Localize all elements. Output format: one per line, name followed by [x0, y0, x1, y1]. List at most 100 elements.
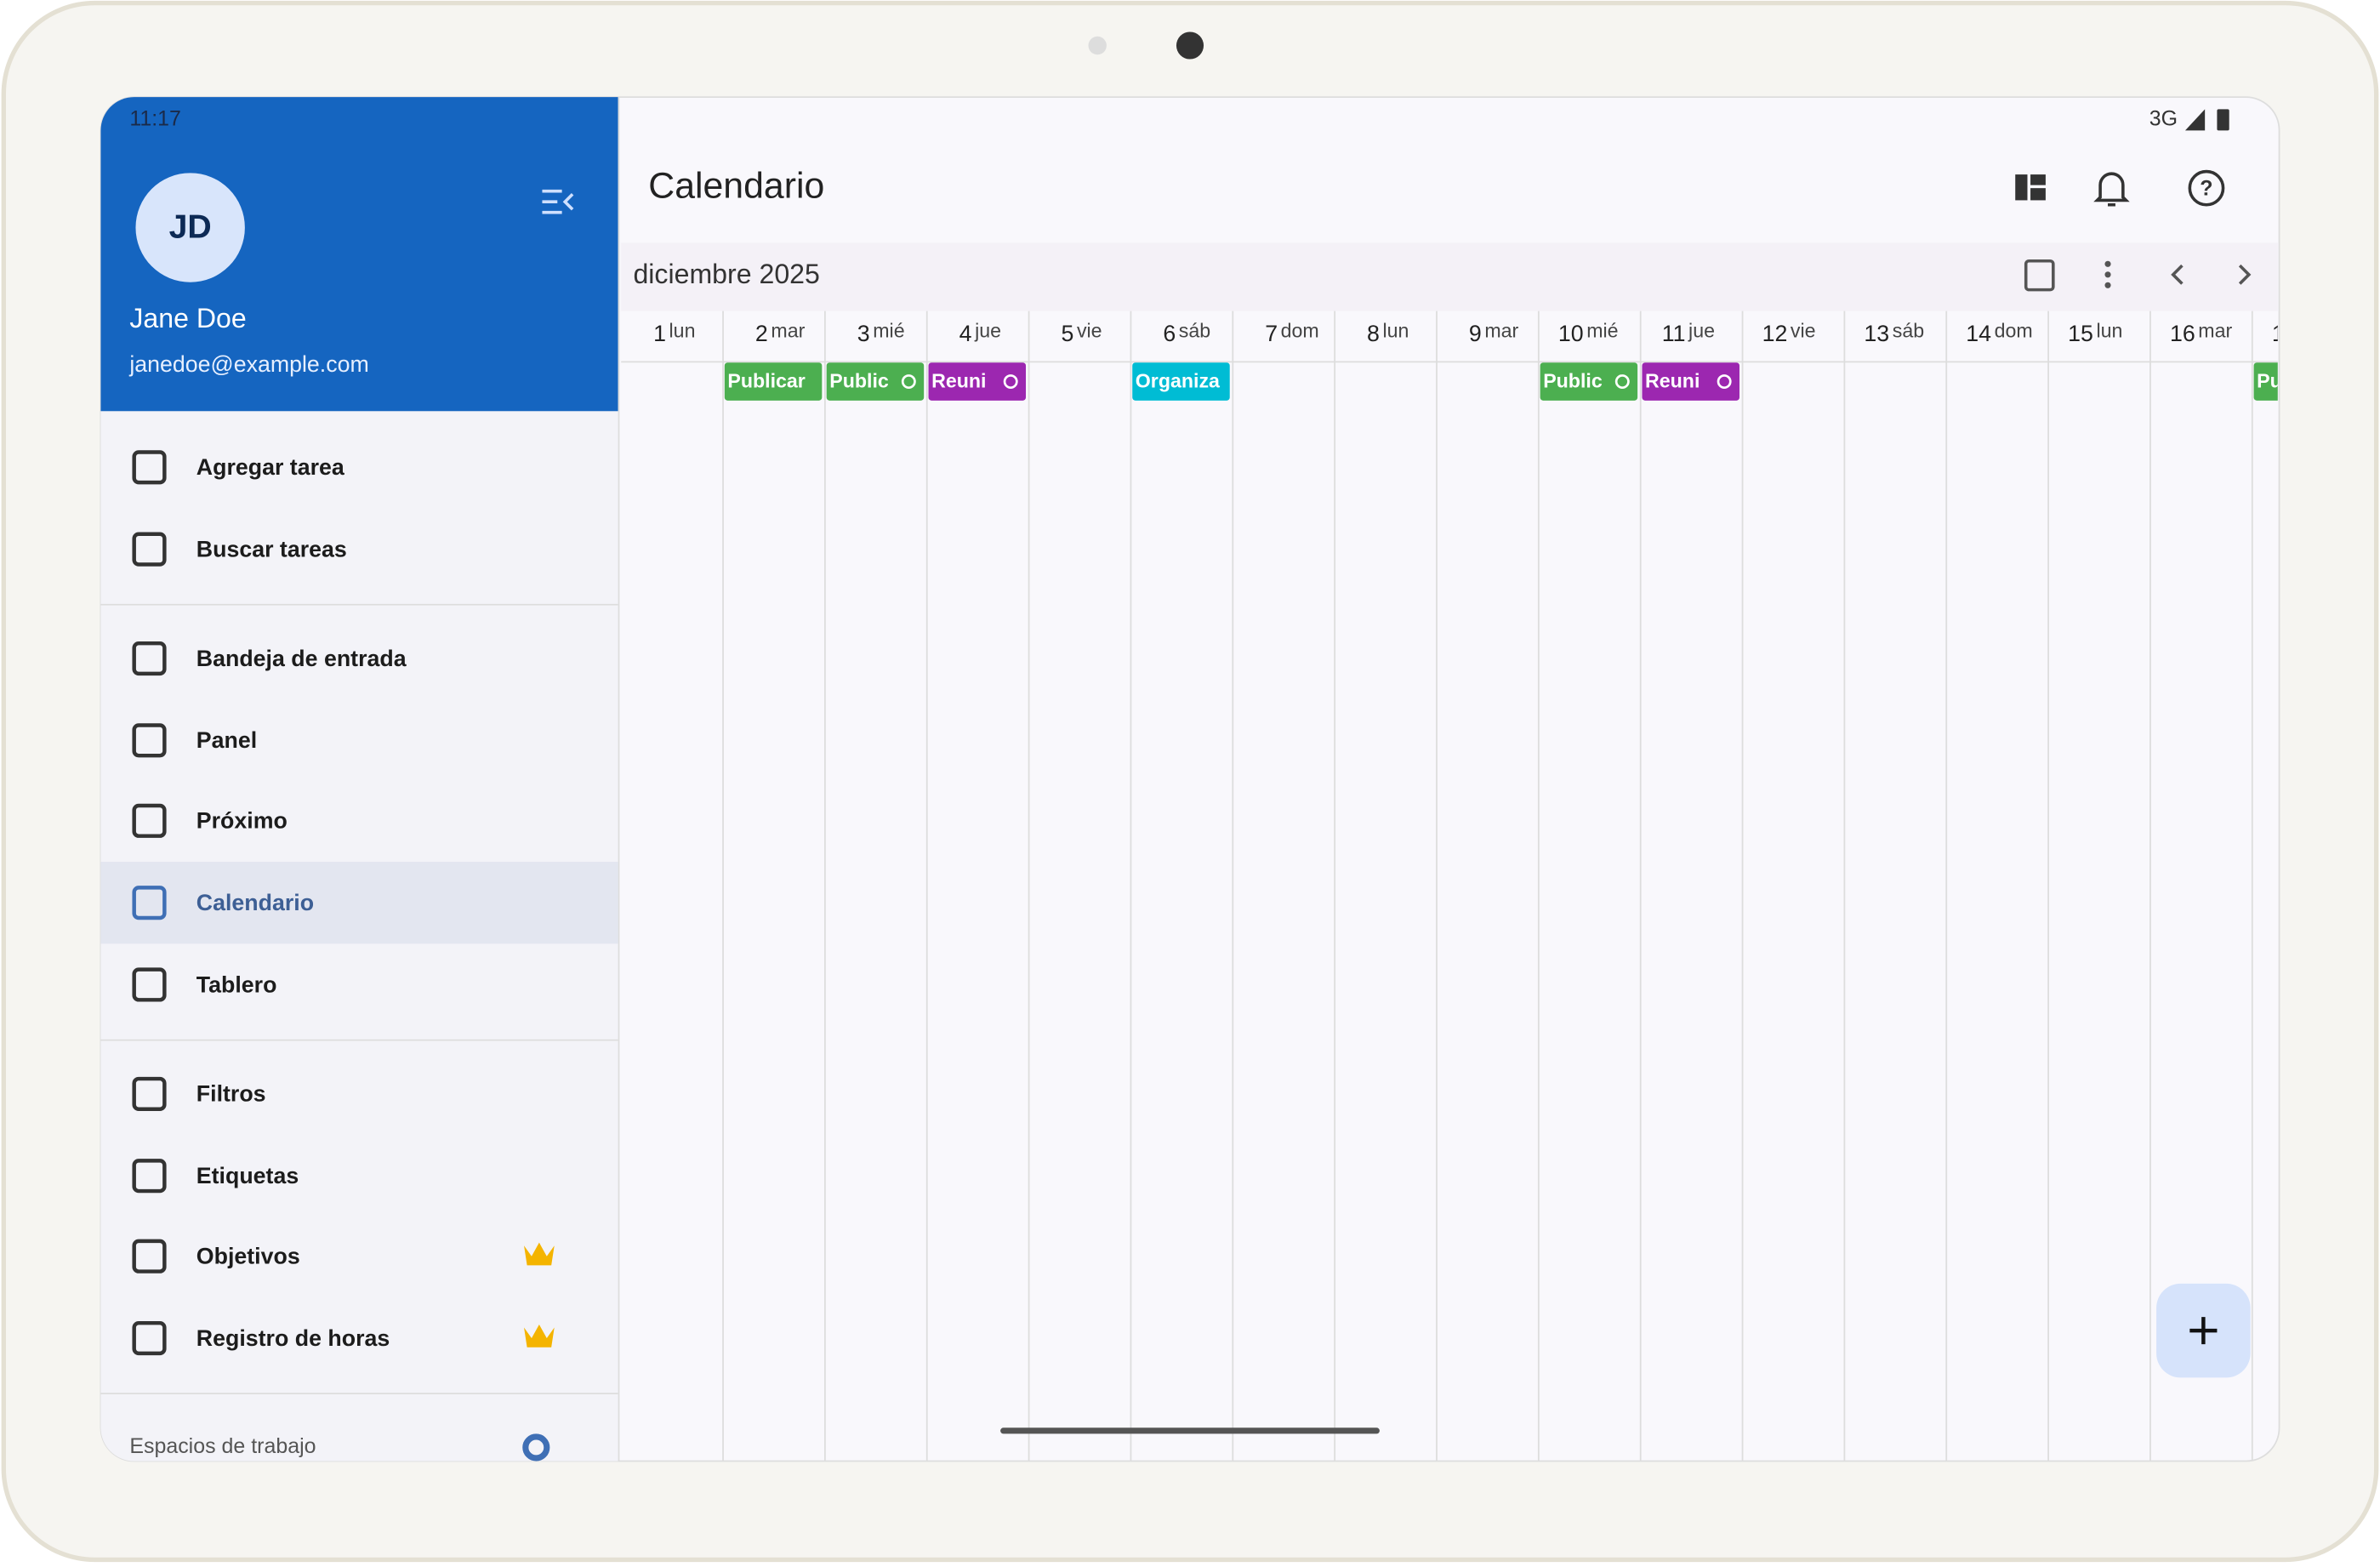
nav-item[interactable]: Bandeja de entrada: [196, 646, 407, 671]
day-weekday: lun: [2096, 320, 2122, 342]
more-icon[interactable]: [2104, 260, 2111, 288]
recurring-icon: [1717, 374, 1732, 390]
nav-icon[interactable]: [132, 1159, 167, 1194]
event-title[interactable]: Organiza: [1136, 370, 1221, 392]
day-number: 14: [1966, 321, 1991, 346]
nav-icon[interactable]: [132, 886, 167, 920]
workspaces-label: Espacios de trabajo: [129, 1434, 316, 1458]
day-number: 11: [1662, 321, 1686, 346]
nav-item[interactable]: Buscar tareas: [196, 536, 347, 561]
nav-item[interactable]: Objetivos: [196, 1244, 300, 1269]
event-title[interactable]: Public: [829, 370, 889, 392]
month-bar: [621, 242, 2278, 311]
nav-icon[interactable]: [132, 1239, 167, 1274]
premium-crown: [524, 1324, 555, 1348]
nav-icon[interactable]: [132, 532, 167, 567]
day-weekday: sáb: [1893, 320, 1924, 342]
prev-button[interactable]: [2171, 264, 2184, 285]
user-email: janedoe@example.com: [128, 351, 368, 377]
day-weekday: dom: [1281, 320, 1319, 342]
event-title[interactable]: Public: [1543, 370, 1603, 392]
today-icon[interactable]: [2024, 259, 2055, 292]
nav-item[interactable]: Tablero: [196, 972, 277, 997]
nav-icon[interactable]: [132, 641, 167, 676]
day-number: 6: [1163, 321, 1176, 346]
layout-icon[interactable]: [2015, 174, 2046, 201]
day-number: 16: [2170, 321, 2195, 346]
day-weekday: vie: [1077, 320, 1102, 342]
day-number: 12: [1762, 321, 1788, 346]
sensor: [1088, 36, 1107, 55]
event-chip[interactable]: [1132, 362, 1230, 401]
settings-icon[interactable]: [522, 1433, 550, 1462]
drawer-header: [100, 97, 618, 412]
day-number: 8: [1367, 321, 1380, 346]
nav-item[interactable]: Próximo: [196, 808, 288, 834]
event-title[interactable]: Reuni: [1645, 370, 1700, 392]
day-weekday: mié: [873, 320, 904, 342]
day-number: 4: [959, 321, 972, 346]
nav-item[interactable]: Registro de horas: [196, 1325, 390, 1351]
nav-icon[interactable]: [132, 803, 167, 838]
avatar-initials: JD: [169, 208, 212, 246]
day-number: 13: [1864, 321, 1889, 346]
day-number: 1: [653, 321, 666, 346]
day-weekday: mar: [2198, 320, 2232, 342]
status-time: 11:17: [129, 106, 181, 130]
event-chip[interactable]: [2253, 362, 2352, 401]
collapse-icon[interactable]: [542, 189, 574, 214]
help-icon[interactable]: [2188, 169, 2225, 207]
day-number: 7: [1265, 321, 1278, 346]
nav-item[interactable]: Etiquetas: [196, 1163, 299, 1188]
nav-icon[interactable]: [132, 1076, 167, 1111]
event-title[interactable]: Publicar: [727, 370, 805, 392]
next-button[interactable]: [2238, 264, 2252, 285]
nav-icon[interactable]: [132, 723, 167, 758]
day-weekday: vie: [1791, 320, 1816, 342]
day-number: 3: [857, 321, 870, 346]
nav-item[interactable]: Calendario: [196, 890, 314, 915]
camera: [1176, 31, 1204, 60]
event-chip[interactable]: [724, 362, 823, 401]
day-weekday: mar: [1484, 320, 1518, 342]
bell-icon[interactable]: [2093, 172, 2130, 207]
nav-item[interactable]: Panel: [196, 727, 257, 753]
help-mark[interactable]: ?: [2200, 177, 2212, 201]
day-number: 2: [755, 321, 768, 346]
battery-icon: [2217, 109, 2229, 131]
day-weekday: lun: [669, 320, 696, 342]
day-number: 5: [1061, 321, 1073, 346]
day-weekday: jue: [1688, 320, 1715, 342]
signal-icon: [2184, 109, 2206, 131]
fab-icon[interactable]: [2189, 1317, 2218, 1345]
day-weekday: lun: [1383, 320, 1409, 342]
day-weekday: jue: [974, 320, 1001, 342]
recurring-icon: [1614, 374, 1630, 390]
month-label: diciembre 2025: [633, 259, 819, 289]
nav-selected: [100, 862, 618, 944]
event-title[interactable]: Reuni: [931, 370, 986, 392]
event-title[interactable]: Pu: [2257, 370, 2282, 392]
nav-icon[interactable]: [132, 1320, 167, 1356]
recurring-icon: [1003, 374, 1018, 390]
page-title: Calendario: [648, 165, 824, 206]
event-chip[interactable]: [826, 362, 925, 401]
day-weekday: sáb: [1179, 320, 1210, 342]
nav-item[interactable]: Filtros: [196, 1081, 266, 1107]
event-chip[interactable]: [1540, 362, 1638, 401]
nav-icon[interactable]: [132, 967, 167, 1002]
day-weekday: mié: [1586, 320, 1618, 342]
day-weekday: mar: [771, 320, 805, 342]
status-network: 3G: [2149, 106, 2178, 130]
nav-icon[interactable]: [132, 450, 167, 485]
premium-crown: [524, 1242, 555, 1266]
day-weekday: dom: [1995, 320, 2033, 342]
event-chip[interactable]: [928, 362, 1027, 401]
day-number: 9: [1469, 321, 1482, 346]
nav-item[interactable]: Agregar tarea: [196, 454, 345, 480]
day-number: 15: [2068, 321, 2093, 346]
event-chip[interactable]: [1642, 362, 1739, 401]
